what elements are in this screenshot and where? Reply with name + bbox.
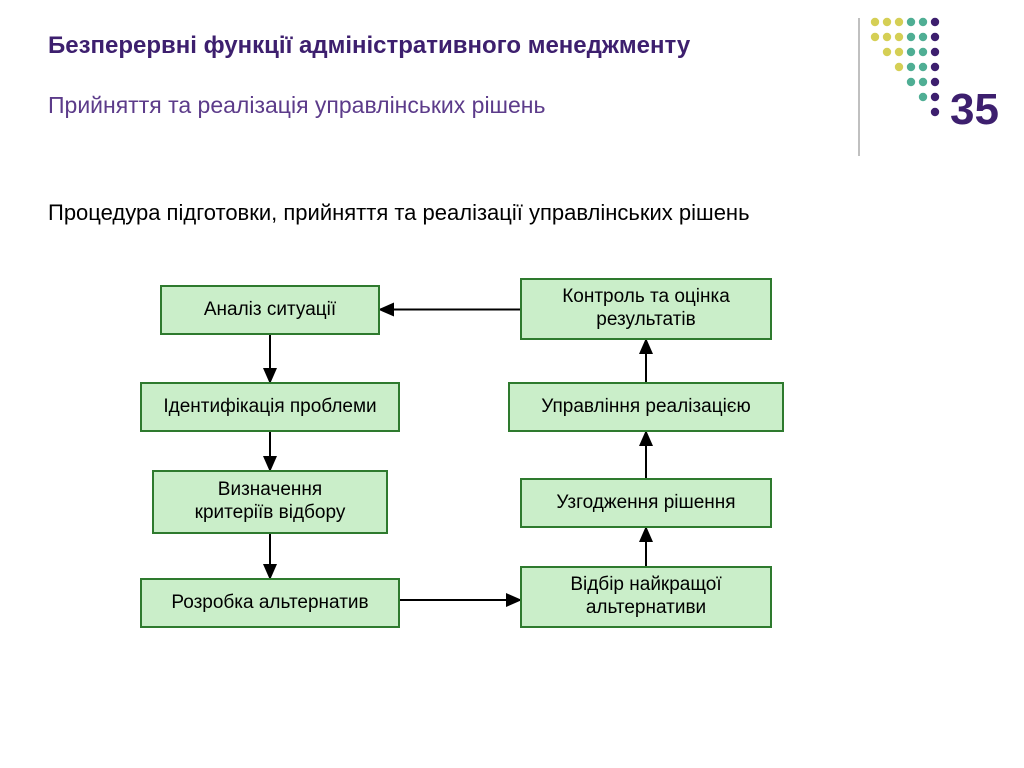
slide-subtitle: Прийняття та реалізація управлінських рі…	[48, 92, 546, 119]
slide: Безперервні функції адміністративного ме…	[0, 0, 1024, 768]
flow-node-n5: Відбір найкращої альтернативи	[520, 566, 772, 628]
header-divider	[858, 18, 860, 156]
flow-node-n3: Визначення критеріїв відбору	[152, 470, 388, 534]
flow-node-n2: Ідентифікація проблеми	[140, 382, 400, 432]
flow-node-n8: Контроль та оцінка результатів	[520, 278, 772, 340]
slide-number: 35	[950, 85, 999, 135]
flow-node-n7: Управління реалізацією	[508, 382, 784, 432]
slide-title: Безперервні функції адміністративного ме…	[48, 32, 690, 60]
flow-node-n1: Аналіз ситуації	[160, 285, 380, 335]
flow-node-n6: Узгодження рішення	[520, 478, 772, 528]
flow-node-n4: Розробка альтернатив	[140, 578, 400, 628]
corner-dot-decoration	[870, 17, 952, 132]
slide-body-text: Процедура підготовки, прийняття та реалі…	[48, 200, 750, 226]
